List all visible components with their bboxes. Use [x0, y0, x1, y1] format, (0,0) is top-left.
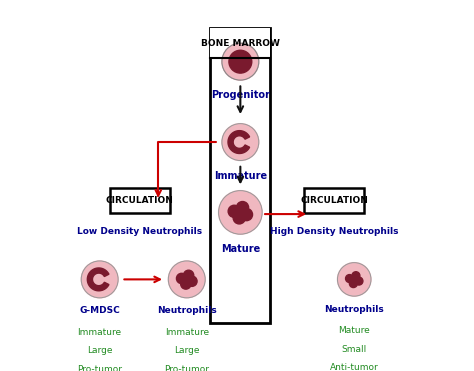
Circle shape: [181, 279, 191, 289]
Text: Small: Small: [342, 345, 367, 354]
Circle shape: [233, 212, 246, 224]
Text: Mature: Mature: [221, 244, 260, 254]
Text: Large: Large: [174, 347, 200, 355]
Text: High Density Neutrophils: High Density Neutrophils: [270, 227, 398, 236]
Circle shape: [346, 275, 354, 283]
Text: Large: Large: [87, 347, 112, 355]
Circle shape: [168, 261, 205, 298]
FancyBboxPatch shape: [210, 28, 271, 58]
Circle shape: [176, 273, 187, 283]
Circle shape: [183, 270, 194, 280]
Text: Immature: Immature: [214, 171, 267, 181]
Text: Mature: Mature: [338, 326, 370, 335]
Circle shape: [229, 50, 252, 73]
Text: Pro-tumor: Pro-tumor: [164, 365, 209, 371]
Circle shape: [240, 209, 253, 221]
Text: G-MDSC: G-MDSC: [79, 306, 120, 315]
Circle shape: [219, 191, 262, 234]
Polygon shape: [87, 268, 109, 291]
Circle shape: [222, 124, 259, 161]
Text: Neutrophils: Neutrophils: [324, 305, 384, 313]
Circle shape: [187, 276, 197, 286]
Circle shape: [222, 43, 259, 80]
Circle shape: [237, 201, 249, 214]
Text: Immature: Immature: [78, 328, 122, 337]
Text: CIRCULATION: CIRCULATION: [106, 196, 174, 205]
Circle shape: [228, 205, 240, 217]
FancyBboxPatch shape: [210, 28, 271, 323]
Text: Neutrophils: Neutrophils: [157, 306, 217, 315]
Text: Immature: Immature: [164, 328, 209, 337]
Text: BONE MARROW: BONE MARROW: [201, 39, 280, 48]
Circle shape: [81, 261, 118, 298]
Circle shape: [352, 272, 360, 280]
Circle shape: [337, 263, 371, 296]
Polygon shape: [228, 131, 250, 154]
Text: Low Density Neutrophils: Low Density Neutrophils: [77, 227, 202, 236]
Text: Progenitor: Progenitor: [211, 90, 270, 100]
Circle shape: [349, 280, 357, 288]
Text: Anti-tumor: Anti-tumor: [330, 363, 379, 371]
FancyBboxPatch shape: [109, 188, 170, 213]
Text: CIRCULATION: CIRCULATION: [300, 196, 368, 205]
Circle shape: [355, 277, 363, 285]
Text: Pro-tumor: Pro-tumor: [77, 365, 122, 371]
FancyBboxPatch shape: [304, 188, 365, 213]
